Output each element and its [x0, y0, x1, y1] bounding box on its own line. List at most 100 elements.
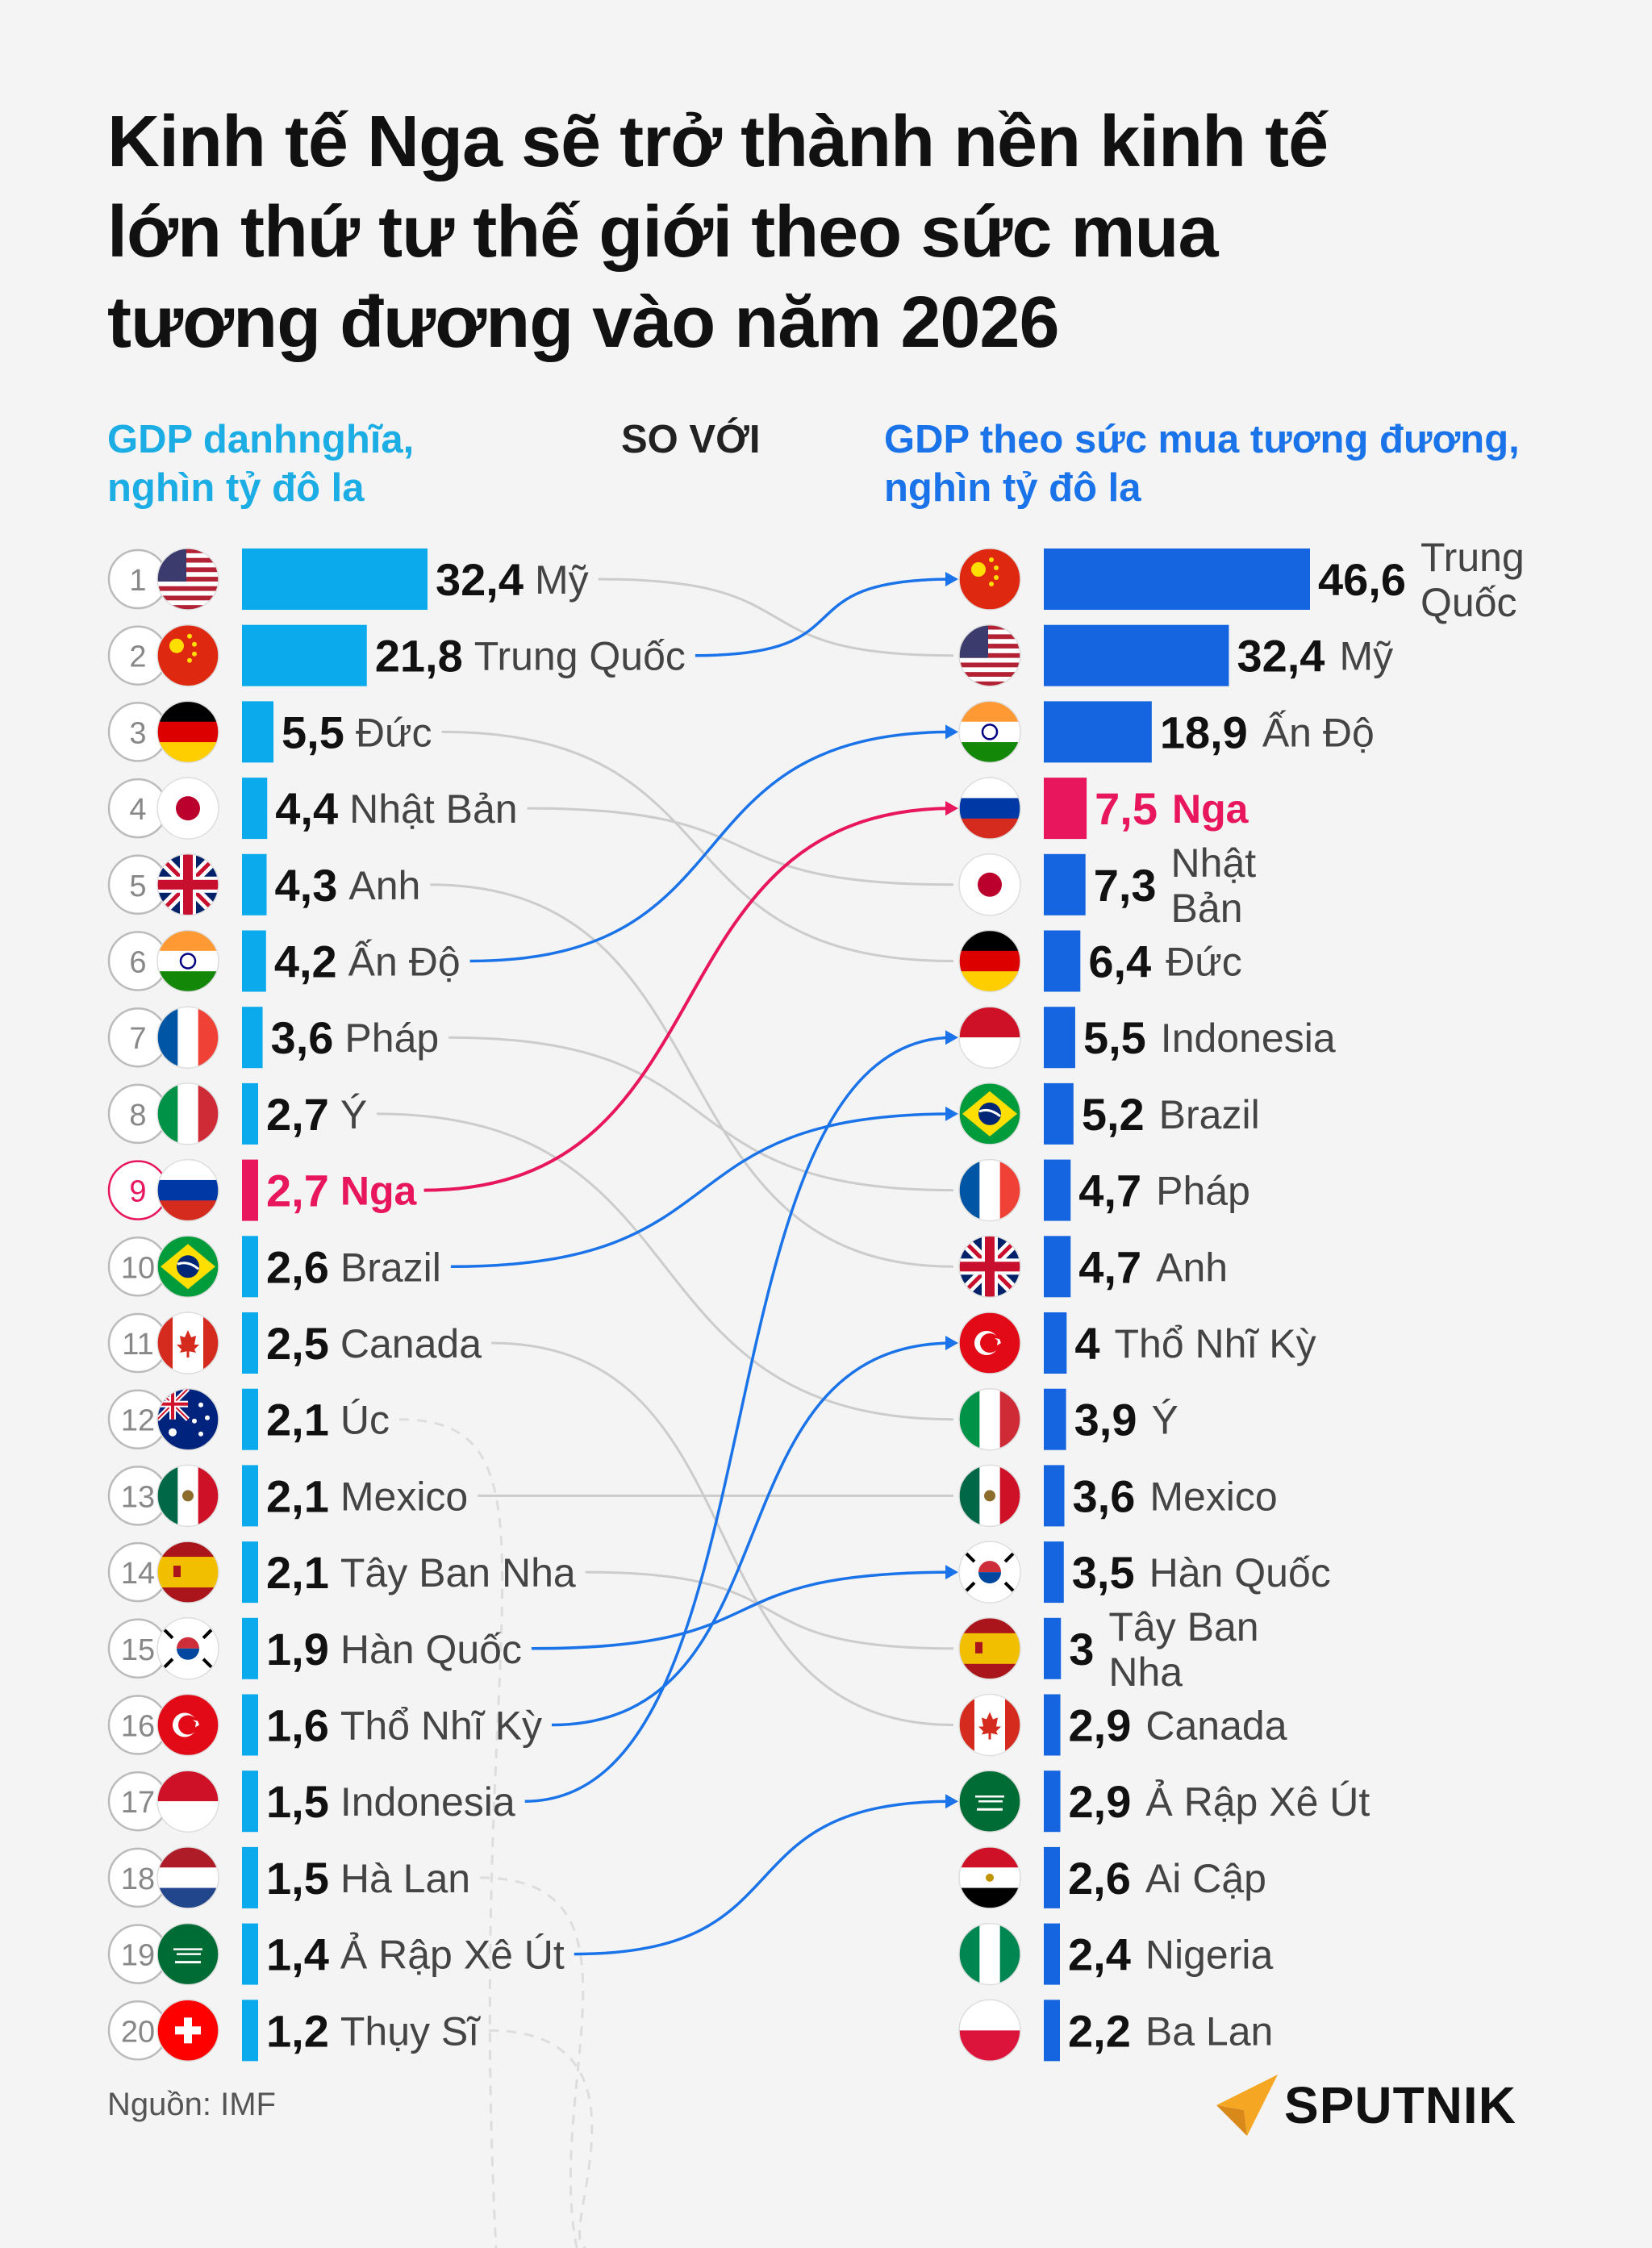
nominal-country-label: Canada	[340, 1321, 482, 1366]
nominal-row: 5 4,3 Anh	[107, 853, 420, 916]
ppp-country-label: Nga	[1172, 786, 1249, 832]
ppp-value-label: 4,7	[1078, 1166, 1141, 1216]
nominal-value-label: 2,5	[266, 1318, 329, 1369]
ppp-country-label: Thổ Nhĩ Kỳ	[1114, 1321, 1316, 1366]
nominal-bar	[242, 1236, 258, 1298]
nominal-bar	[242, 1541, 258, 1604]
nominal-value-label: 5,5	[282, 707, 344, 757]
nominal-country-label: Thụy Sĩ	[340, 2008, 481, 2054]
ppp-bar	[1044, 1082, 1074, 1145]
link-ả-rập-xê-út	[574, 1800, 954, 1956]
nominal-country-label: Mexico	[340, 1474, 468, 1519]
nominal-country-label: Ấn Độ	[348, 940, 461, 985]
nominal-bar	[242, 930, 266, 992]
ppp-value-label: 2,6	[1068, 1853, 1131, 1904]
ppp-bar	[1044, 1388, 1066, 1450]
nominal-row: 3 5,5 Đức	[107, 700, 432, 764]
nominal-row: 12 2,1 Úc	[107, 1387, 390, 1451]
nominal-row: 11 2,5 Canada	[107, 1312, 482, 1374]
ppp-bar	[1044, 853, 1086, 915]
nominal-value-label: 3,6	[271, 1012, 334, 1063]
nominal-value-label: 2,7	[266, 1089, 329, 1140]
nominal-value-label: 4,4	[275, 783, 338, 834]
flag-cn-icon	[156, 624, 219, 687]
link-hàn-quốc	[531, 1570, 954, 1650]
ppp-header-line-1: GDP theo sức mua tương đương,	[884, 418, 1520, 461]
link-brazil	[450, 1112, 954, 1269]
versus-label: SO VỚI	[621, 418, 761, 461]
brand-name: SPUTNIK	[1284, 2076, 1516, 2134]
flag-jp-icon	[958, 853, 1021, 916]
ppp-row: 7,5 Nga	[958, 777, 1249, 840]
nominal-country-label: Úc	[340, 1398, 390, 1443]
flag-us-icon	[156, 548, 219, 611]
nominal-value-label: 2,1	[266, 1395, 329, 1445]
rank-number: 15	[121, 1633, 155, 1667]
nominal-row: 16 1,6 Thổ Nhĩ Kỳ	[107, 1693, 542, 1757]
flag-sa-icon	[156, 1922, 219, 1986]
flag-cn-icon	[958, 548, 1021, 611]
rank-number: 9	[129, 1175, 146, 1209]
ppp-value-label: 2,4	[1068, 1929, 1131, 1980]
ppp-value-label: 32,4	[1237, 631, 1325, 682]
ppp-value-label: 5,2	[1082, 1089, 1145, 1140]
nominal-bar	[242, 2000, 258, 2062]
ppp-row: 46,6 Trung Quốc	[958, 535, 1525, 625]
link-đức	[441, 730, 954, 962]
ppp-bar	[1044, 701, 1152, 763]
link-tây-ban-nha	[585, 1570, 954, 1650]
ppp-country-label: Anh	[1156, 1245, 1228, 1290]
nominal-row: 13 2,1 Mexico	[107, 1464, 468, 1528]
ppp-country-label: Mexico	[1149, 1474, 1277, 1519]
link-thổ-nhĩ-kỳ	[551, 1341, 954, 1727]
ppp-bar	[1044, 778, 1087, 840]
nominal-bar	[242, 1770, 258, 1833]
ppp-bar	[1044, 930, 1081, 992]
flag-au-icon	[156, 1387, 219, 1451]
ppp-row: 2,6 Ai Cập	[958, 1846, 1266, 1909]
nominal-country-label: Tây Ban Nha	[340, 1550, 576, 1595]
nominal-bar	[242, 1465, 258, 1527]
ppp-bar	[1044, 2000, 1060, 2062]
flag-gb-icon	[958, 1235, 1021, 1299]
ppp-row: 3,5 Hàn Quốc	[958, 1541, 1331, 1604]
flag-fr-icon	[156, 1006, 219, 1069]
nominal-value-label: 4,2	[274, 936, 337, 987]
flag-id-icon	[958, 1006, 1021, 1069]
link-mỹ	[598, 578, 954, 657]
flag-ch-icon	[156, 1999, 219, 2062]
link-ý	[377, 1112, 954, 1421]
ppp-value-label: 4	[1074, 1318, 1099, 1369]
ppp-gdp-header: GDP theo sức mua tương đương, nghìn tỷ đ…	[884, 415, 1642, 512]
nominal-country-label: Pháp	[344, 1016, 439, 1061]
ppp-country-label: Đức	[1166, 940, 1242, 985]
nominal-value-label: 32,4	[436, 554, 524, 605]
nominal-row: 15 1,9 Hàn Quốc	[107, 1617, 522, 1680]
flag-de-icon	[958, 929, 1021, 993]
ppp-country-label: Hàn Quốc	[1149, 1550, 1331, 1595]
rank-number: 6	[129, 946, 146, 980]
nominal-bar	[242, 1388, 258, 1450]
nominal-value-label: 2,6	[266, 1241, 329, 1292]
ppp-row: 5,5 Indonesia	[958, 1006, 1336, 1069]
ppp-value-label: 2,9	[1069, 1700, 1132, 1751]
rank-number: 7	[129, 1022, 146, 1056]
flag-ru-icon	[958, 777, 1021, 840]
ppp-bar	[1044, 1312, 1067, 1374]
nominal-header-line-2: nghìn tỷ đô la	[107, 466, 365, 510]
nominal-row: 4 4,4 Nhật Bản	[107, 777, 518, 840]
link-canada	[491, 1341, 954, 1726]
ppp-row: 3,9 Ý	[958, 1387, 1179, 1451]
rank-number: 10	[121, 1251, 155, 1285]
nominal-value-label: 1,6	[266, 1700, 329, 1751]
nominal-country-label: Indonesia	[340, 1779, 515, 1825]
ppp-bar	[1044, 1846, 1060, 1908]
ppp-value-label: 2,2	[1068, 2005, 1131, 2056]
ppp-bar	[1044, 1236, 1071, 1298]
rank-number: 12	[121, 1404, 155, 1438]
ppp-row: 4,7 Anh	[958, 1235, 1228, 1299]
nominal-row: 6 4,2 Ấn Độ	[107, 929, 461, 993]
rank-number: 2	[129, 640, 146, 674]
ppp-country-label: Mỹ	[1339, 634, 1393, 679]
